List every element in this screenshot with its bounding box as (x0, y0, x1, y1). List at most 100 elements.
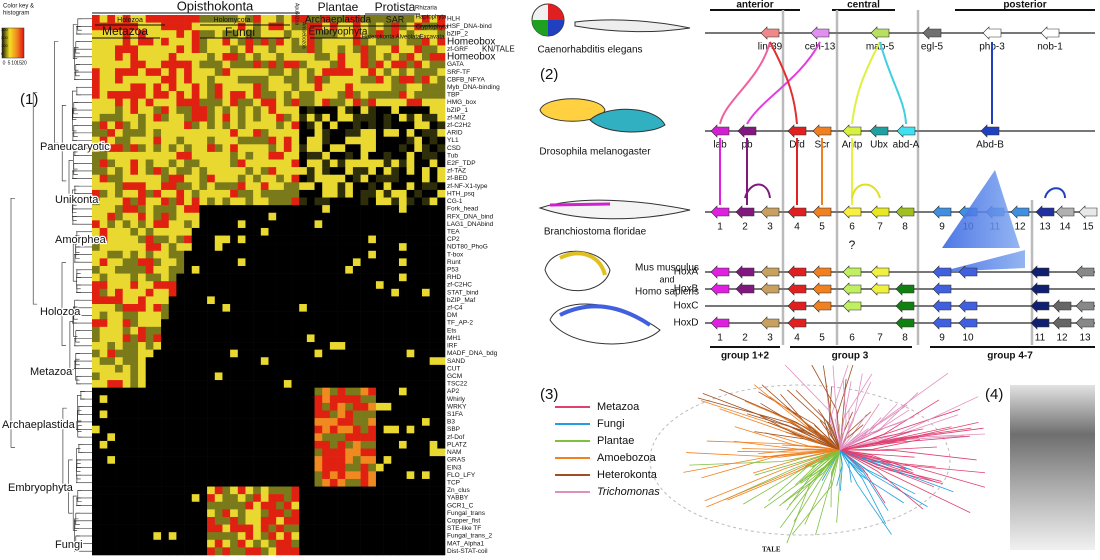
heatmap-cell (130, 319, 139, 328)
heatmap-cell (268, 22, 277, 31)
heatmap-cell (291, 486, 300, 495)
heatmap-cell (184, 197, 193, 206)
heatmap-cell (184, 159, 193, 168)
hox-arrow (1075, 316, 1095, 330)
heatmap-cell (99, 372, 108, 381)
heatmap-cell (245, 53, 254, 61)
heatmap-cell (214, 342, 223, 350)
heatmap-cell (115, 334, 123, 343)
heatmap-cell (360, 547, 369, 556)
heatmap-cell (245, 273, 254, 282)
heatmap-cell (237, 15, 246, 23)
heatmap-cell (222, 372, 231, 381)
heatmap-cell (421, 319, 430, 328)
heatmap-cell (322, 212, 331, 221)
dendro-line (72, 90, 77, 120)
heatmap-cell (107, 98, 116, 107)
heatmap-cell (345, 372, 354, 381)
row-label: HTH_psq (447, 190, 475, 197)
hox-arrow (787, 299, 807, 313)
heatmap-cell (122, 395, 131, 404)
hox-arrow (870, 282, 890, 296)
heatmap-cell (391, 258, 400, 267)
heatmap-cell (260, 212, 269, 221)
heatmap-cell (130, 98, 139, 107)
heatmap-cell (145, 243, 154, 252)
heatmap-cell (375, 197, 384, 206)
heatmap-cell (268, 357, 277, 366)
heatmap-cell (306, 15, 315, 23)
heatmap-cell (153, 486, 162, 495)
heatmap-cell (375, 45, 384, 54)
heatmap-cell (207, 30, 216, 39)
heatmap-cell (214, 258, 223, 267)
heatmap-cell (383, 227, 392, 236)
heatmap-cell (268, 220, 277, 229)
heatmap-cell (329, 113, 338, 122)
heatmap-cell (291, 448, 300, 457)
organism-label: Drosophila melanogaster (539, 147, 651, 158)
heatmap-cell (299, 463, 308, 472)
heatmap-cell (99, 319, 108, 328)
row-label: zf-GRF (447, 46, 468, 53)
heatmap-cell (122, 265, 131, 274)
heatmap-cell (329, 418, 338, 427)
heatmap-cell (421, 136, 430, 145)
panel-label: (3) (540, 386, 558, 403)
heatmap-cell (199, 326, 208, 335)
tree-branch (824, 375, 841, 451)
heatmap-cell (375, 311, 384, 320)
heatmap-cell (337, 349, 346, 358)
heatmap-cell (184, 151, 193, 160)
heatmap-cell (306, 129, 315, 137)
heatmap-cell (115, 45, 123, 54)
heatmap-cell (406, 448, 415, 457)
heatmap-cell (337, 258, 346, 267)
heatmap-cell (383, 121, 392, 130)
heatmap-cell (437, 174, 446, 183)
heatmap-cell (329, 45, 338, 54)
dendro-line (62, 407, 67, 487)
heatmap-cell (406, 53, 415, 61)
heatmap-cell (161, 296, 170, 305)
tree-label: Fungi (55, 539, 83, 551)
heatmap-cell (329, 471, 338, 480)
heatmap-cell (391, 235, 400, 244)
heatmap-cell (245, 75, 254, 84)
heatmap-cell (291, 220, 300, 229)
human-spine (559, 304, 652, 327)
heatmap-cell (260, 189, 269, 198)
heatmap-cell (283, 258, 292, 267)
heatmap-cell (92, 151, 100, 160)
heatmap-cell (314, 524, 323, 533)
heatmap-cell (191, 265, 200, 274)
key-scale: 0 (3, 60, 6, 66)
heatmap-cell (421, 509, 430, 518)
heatmap-cell (191, 304, 200, 312)
heatmap-cell (184, 463, 193, 472)
heatmap-cell (352, 547, 361, 556)
heatmap-cell (391, 45, 400, 54)
heatmap-cell (429, 60, 438, 69)
heatmap-cell (437, 334, 446, 343)
heatmap-cell (299, 265, 308, 274)
heatmap-cell (107, 205, 116, 214)
heatmap-cell (421, 334, 430, 343)
heatmap-cell (138, 159, 147, 168)
heatmap-cell (352, 509, 361, 518)
heatmap-cell (383, 326, 392, 335)
heatmap-cell (268, 334, 277, 343)
row-label: P53 (447, 267, 459, 274)
heatmap-cell (122, 75, 131, 84)
heatmap-cell (299, 83, 308, 92)
heatmap-cell (138, 22, 147, 31)
heatmap-cell (237, 524, 246, 533)
heatmap-cell (161, 456, 170, 465)
heatmap-cell (398, 129, 407, 137)
heatmap-cell (437, 296, 446, 305)
heatmap-cell (314, 83, 323, 92)
tree-label: Archaeplastida (2, 419, 76, 431)
heatmap-cell (352, 532, 361, 541)
heatmap-cell (383, 395, 392, 404)
heatmap-cell (207, 121, 216, 130)
